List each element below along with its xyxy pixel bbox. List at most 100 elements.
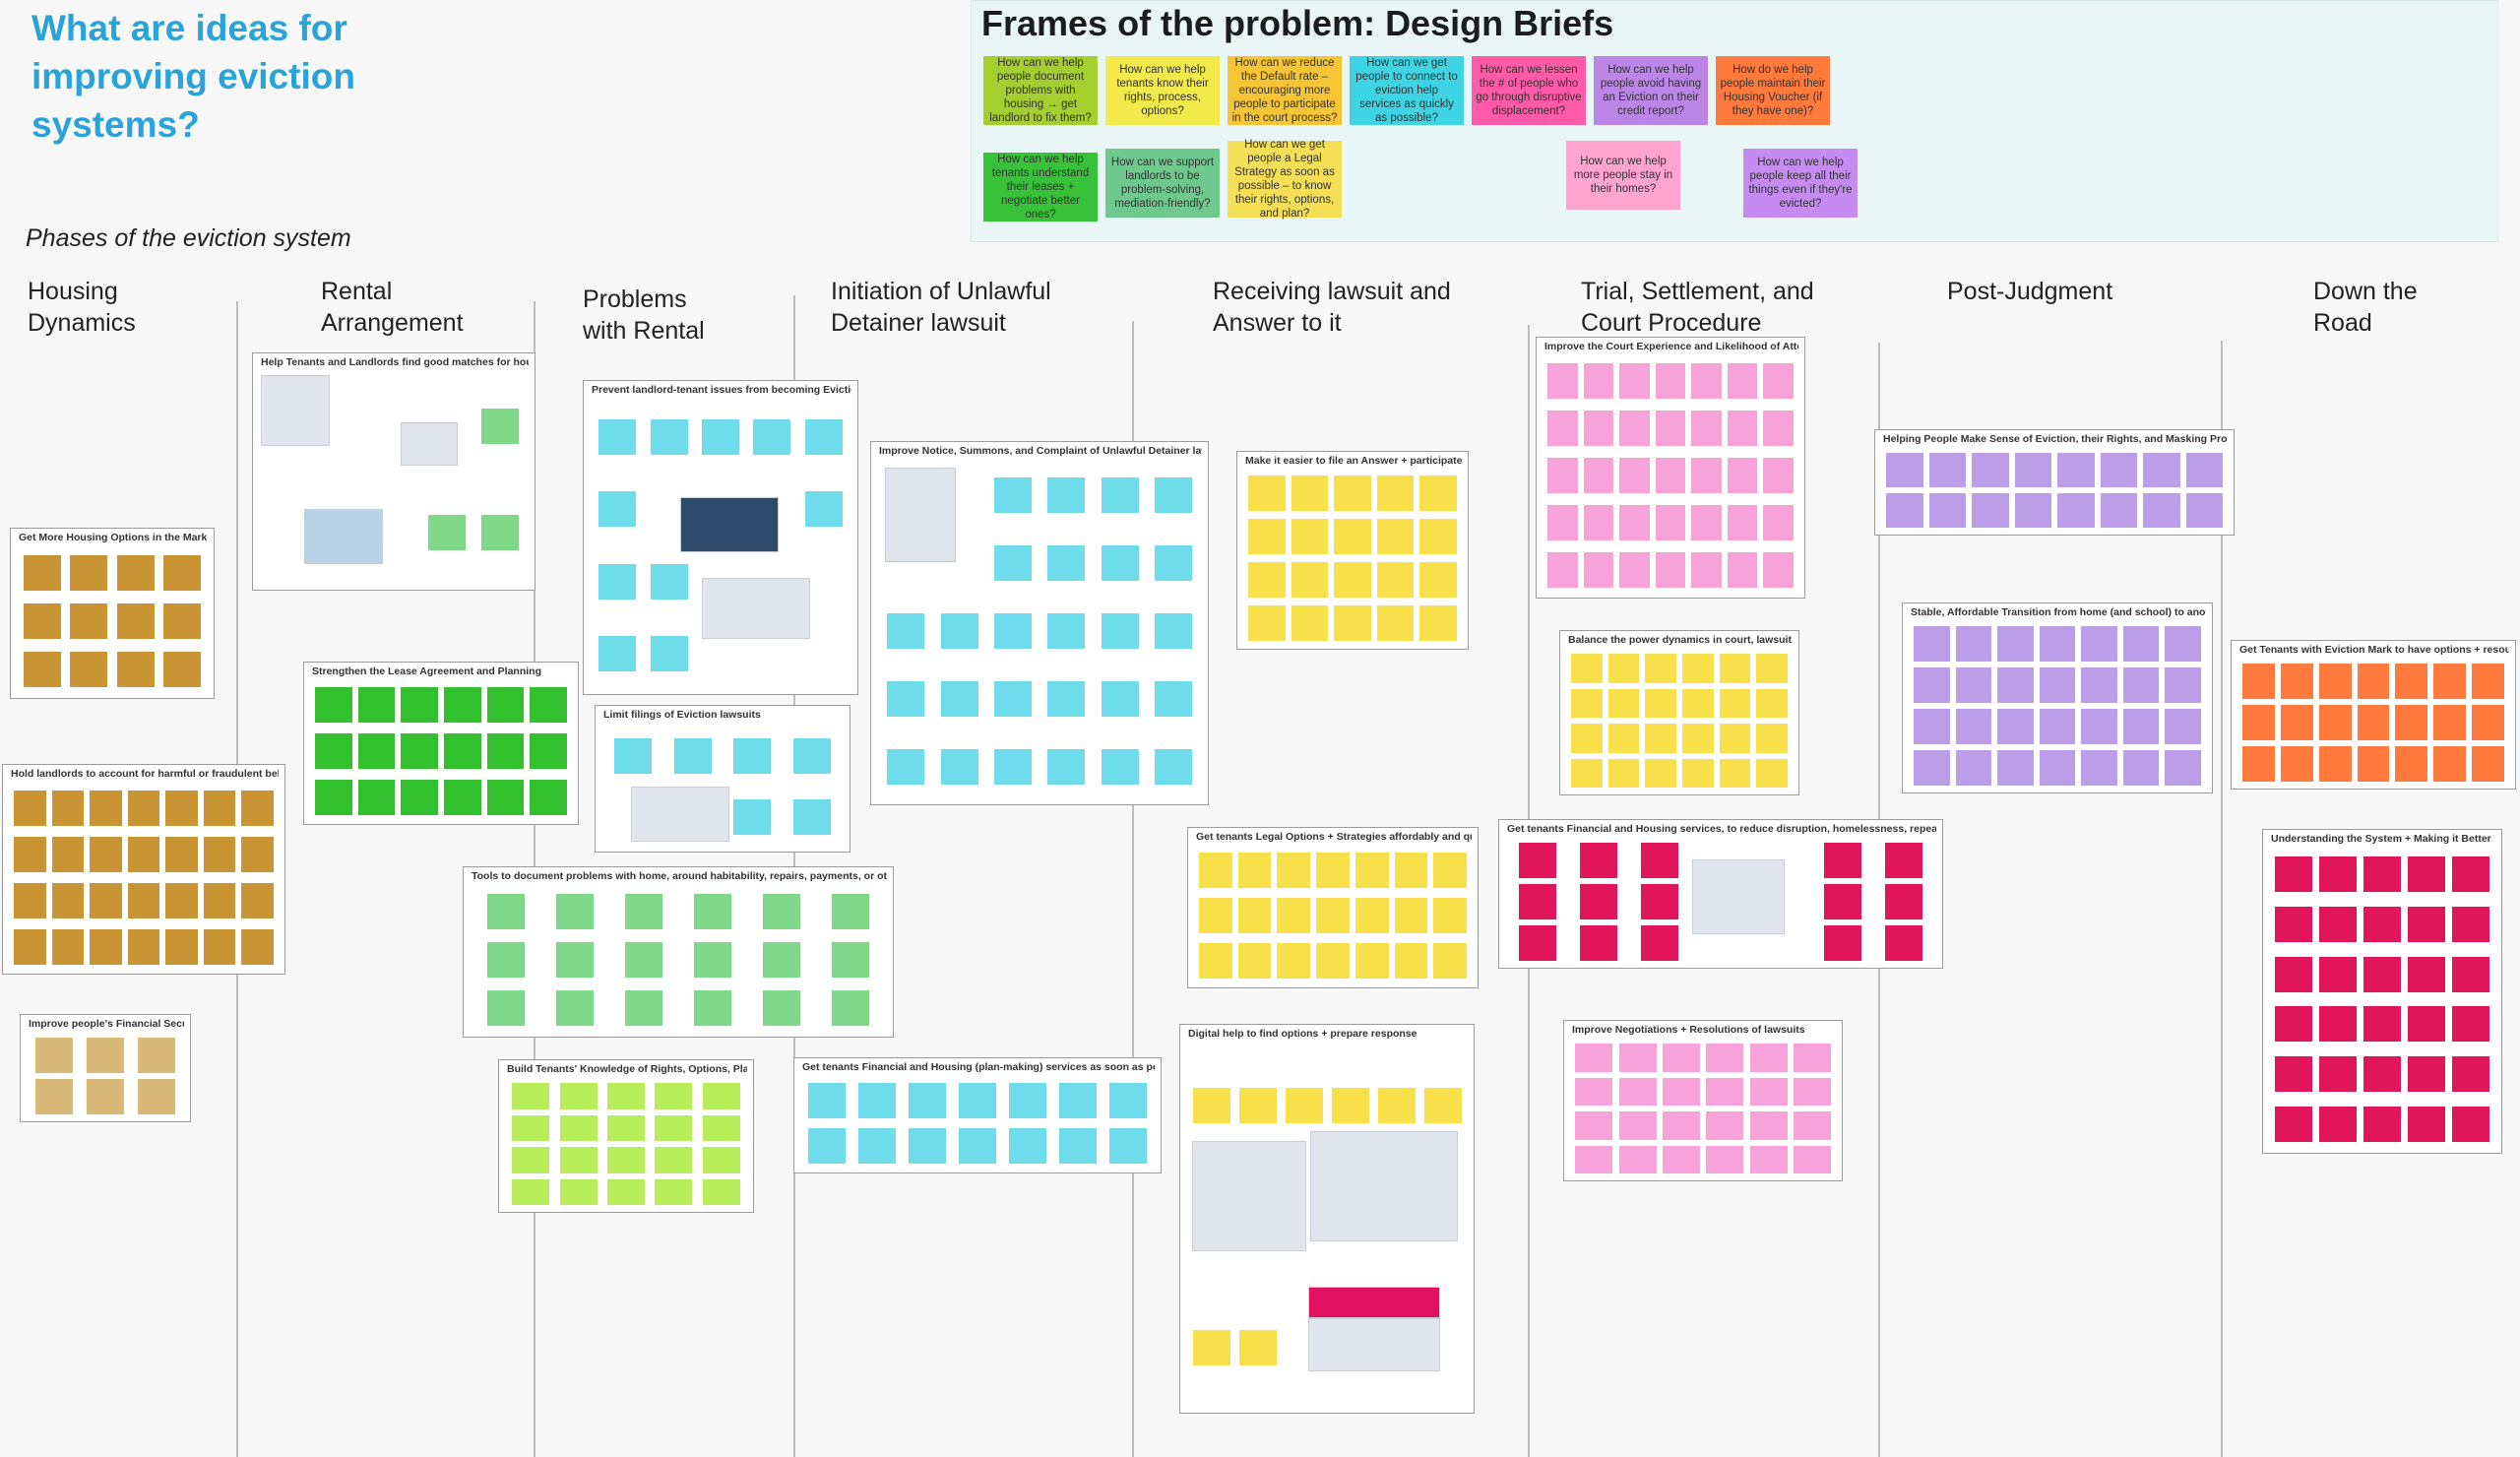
sticky-note[interactable] [1727, 505, 1758, 540]
sticky-note[interactable] [2318, 856, 2357, 893]
sticky-note[interactable] [2318, 1106, 2357, 1142]
sticky-note[interactable] [702, 1147, 740, 1173]
sticky-note[interactable] [2280, 746, 2313, 782]
sticky-note[interactable] [165, 836, 198, 872]
sticky-note[interactable] [1058, 1083, 1097, 1118]
sticky-note[interactable] [2395, 705, 2428, 740]
sticky-note[interactable] [1238, 1087, 1277, 1123]
sticky-note[interactable] [1719, 654, 1751, 683]
sticky-note[interactable] [804, 418, 843, 455]
sticky-note[interactable] [2395, 664, 2428, 699]
sticky-note[interactable] [1376, 562, 1415, 598]
sticky-note[interactable] [70, 603, 108, 639]
sticky-note[interactable] [241, 790, 274, 826]
sticky-note[interactable] [1691, 363, 1722, 399]
sticky-note[interactable] [1575, 1145, 1613, 1173]
sticky-note[interactable] [203, 836, 236, 872]
sticky-note[interactable] [2395, 746, 2428, 782]
sticky-note[interactable] [1154, 613, 1192, 649]
sticky-note[interactable] [1547, 411, 1578, 446]
sticky-note[interactable] [1580, 884, 1617, 919]
sticky-note[interactable] [1793, 1077, 1831, 1106]
sticky-note[interactable] [1763, 458, 1794, 493]
sticky-note[interactable] [1662, 1111, 1700, 1140]
sticky-note[interactable] [70, 652, 108, 688]
sticky-note[interactable] [1547, 363, 1578, 399]
sticky-note[interactable] [993, 477, 1032, 514]
sticky-note[interactable] [87, 1038, 124, 1073]
sticky-note[interactable] [1618, 1111, 1657, 1140]
sticky-note[interactable] [1645, 654, 1676, 683]
sticky-note[interactable] [1763, 505, 1794, 540]
sticky-note[interactable] [2357, 746, 2390, 782]
sticky-note[interactable] [444, 779, 481, 815]
brief-note[interactable]: How can we get people to connect to evic… [1350, 56, 1464, 125]
sticky-note[interactable] [1376, 605, 1415, 641]
sticky-note[interactable] [598, 636, 637, 672]
sticky-note[interactable] [2081, 626, 2117, 662]
sticky-note[interactable] [1376, 475, 1415, 511]
brief-note[interactable]: How can we help tenants understand their… [983, 153, 1098, 222]
sticky-note[interactable] [598, 491, 637, 528]
sticky-note[interactable] [832, 942, 869, 978]
sticky-note[interactable] [2452, 1006, 2490, 1043]
sticky-note[interactable] [2363, 1056, 2401, 1092]
sticky-note[interactable] [650, 563, 688, 600]
sticky-note[interactable] [1154, 477, 1192, 514]
sticky-note[interactable] [486, 733, 525, 769]
sticky-note[interactable] [808, 1083, 847, 1118]
sticky-note[interactable] [1101, 613, 1139, 649]
sticky-note[interactable] [1047, 748, 1086, 785]
sticky-note[interactable] [1433, 943, 1467, 979]
sticky-note[interactable] [2452, 1106, 2490, 1142]
sticky-note[interactable] [702, 418, 739, 455]
brief-note[interactable]: How can we help people avoid having an E… [1594, 56, 1708, 125]
sticky-note[interactable] [559, 1114, 598, 1141]
sticky-note[interactable] [1248, 562, 1286, 598]
sticky-note[interactable] [23, 652, 61, 688]
sticky-note[interactable] [2408, 856, 2446, 893]
sticky-note[interactable] [2363, 907, 2401, 942]
sticky-note[interactable] [702, 1178, 740, 1205]
sticky-note[interactable] [1580, 925, 1617, 961]
sticky-note[interactable] [1662, 1044, 1700, 1072]
sticky-note[interactable] [858, 1128, 897, 1164]
sticky-note[interactable] [2357, 705, 2390, 740]
sticky-note[interactable] [808, 1128, 847, 1164]
sticky-note[interactable] [1824, 843, 1861, 878]
sticky-note[interactable] [625, 893, 662, 929]
sticky-note[interactable] [2274, 856, 2312, 893]
sticky-note[interactable] [1756, 654, 1788, 683]
sticky-note[interactable] [2318, 1006, 2357, 1043]
sticky-note[interactable] [2122, 709, 2160, 744]
sticky-note[interactable] [1419, 562, 1457, 598]
sticky-note[interactable] [2363, 1006, 2401, 1043]
sticky-note[interactable] [1547, 505, 1578, 540]
sticky-note[interactable] [87, 1079, 124, 1114]
sticky-note[interactable] [163, 652, 202, 688]
sticky-note[interactable] [51, 836, 85, 872]
sticky-note[interactable] [614, 738, 653, 774]
sticky-note[interactable] [1691, 505, 1722, 540]
sticky-note[interactable] [1519, 843, 1556, 878]
sticky-note[interactable] [1997, 667, 2034, 703]
sticky-note[interactable] [35, 1079, 73, 1114]
sticky-note[interactable] [116, 652, 155, 688]
sticky-note[interactable] [959, 1128, 996, 1164]
sticky-note[interactable] [315, 687, 352, 724]
sticky-note[interactable] [556, 942, 594, 978]
sticky-note[interactable] [1655, 458, 1686, 493]
sticky-note[interactable] [1955, 750, 1992, 786]
sticky-note[interactable] [481, 409, 519, 444]
sticky-note[interactable] [1101, 545, 1139, 582]
sticky-note[interactable] [1749, 1145, 1788, 1173]
sticky-note[interactable] [625, 990, 662, 1027]
sticky-note[interactable] [2122, 750, 2160, 786]
sticky-note[interactable] [2452, 956, 2490, 992]
sticky-note[interactable] [1583, 458, 1614, 493]
sticky-note[interactable] [1047, 477, 1086, 514]
sticky-note[interactable] [14, 790, 46, 826]
sticky-note[interactable] [702, 1083, 740, 1109]
sticky-note[interactable] [2318, 746, 2352, 782]
sticky-note[interactable] [401, 733, 438, 769]
